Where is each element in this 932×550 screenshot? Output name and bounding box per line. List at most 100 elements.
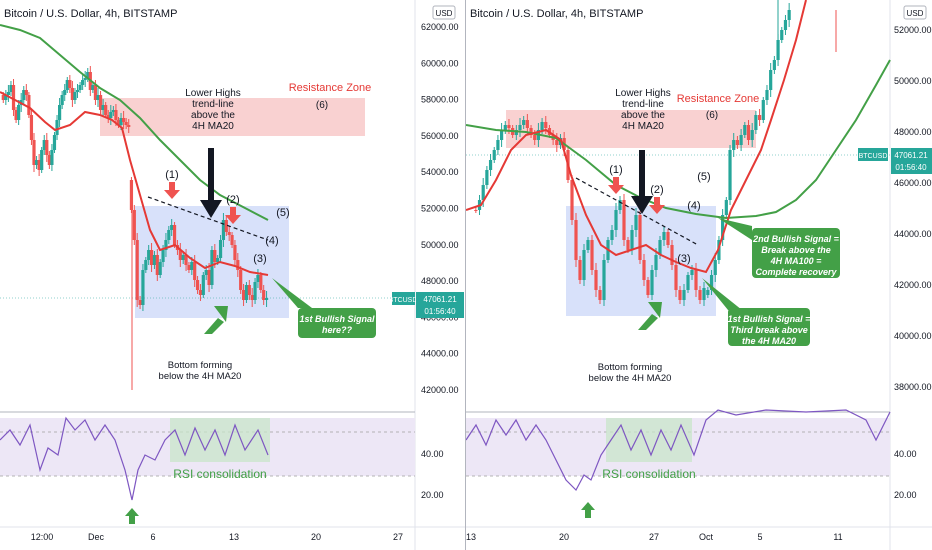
candle-body bbox=[152, 255, 157, 265]
candle-body bbox=[658, 240, 662, 255]
rsi-up-arrow-head bbox=[581, 502, 595, 510]
rsi-line bbox=[466, 409, 891, 491]
candle-body bbox=[127, 125, 131, 127]
candle-body bbox=[750, 130, 754, 140]
bottom-label: Bottom forming bbox=[168, 360, 232, 371]
candle-body bbox=[60, 95, 64, 105]
price-tag-bg bbox=[891, 148, 932, 174]
resistance-zone bbox=[100, 98, 365, 136]
candle-body bbox=[132, 210, 136, 240]
bullish-callout-1-box bbox=[298, 308, 376, 338]
time-tick-label: 20 bbox=[311, 532, 321, 542]
candle-body bbox=[586, 240, 590, 250]
candle-body bbox=[638, 215, 642, 260]
label-1: (1) bbox=[165, 169, 178, 181]
left-chart-svg[interactable]: 62000.00 60000.00 58000.00 56000.00 54000.00… bbox=[0, 0, 465, 550]
candle-body bbox=[570, 180, 574, 220]
red-arrow-1-head bbox=[608, 185, 624, 194]
candle-body bbox=[783, 20, 788, 30]
candle-body bbox=[124, 122, 128, 125]
candle-body bbox=[529, 128, 533, 135]
candle-body bbox=[187, 265, 191, 270]
right-chart-panel[interactable]: 52000.00 50000.00 48000.00 46000.00 44000.00… bbox=[466, 0, 932, 550]
price-tick-label: 38000.00 bbox=[894, 382, 932, 392]
candle-body bbox=[233, 245, 237, 260]
candle-body bbox=[713, 260, 717, 275]
resistance-zone-label: Resistance Zone bbox=[677, 93, 760, 105]
candle-body bbox=[474, 210, 478, 211]
price-tick-label: 44000.00 bbox=[894, 229, 932, 239]
candle-body bbox=[114, 110, 118, 120]
candle-body bbox=[22, 90, 26, 100]
label-3: (3) bbox=[253, 253, 266, 265]
candle-body bbox=[650, 270, 654, 295]
lower-highs-label: Lower Highs bbox=[615, 88, 671, 99]
candle-body bbox=[578, 260, 582, 280]
green-diag-arrow-shaft bbox=[204, 318, 224, 334]
candle-body bbox=[654, 255, 658, 270]
candle-body bbox=[262, 290, 266, 300]
label-5: (5) bbox=[697, 171, 710, 183]
price-tag-value: 47061.21 bbox=[894, 151, 928, 160]
candle-body bbox=[193, 262, 197, 280]
candle-body bbox=[488, 160, 493, 170]
time-tick-label: 11 bbox=[833, 532, 842, 542]
candle-body bbox=[47, 155, 51, 165]
right-chart-svg[interactable]: 52000.00 50000.00 48000.00 46000.00 44000.00… bbox=[466, 0, 932, 550]
time-tick-label: Oct bbox=[699, 532, 714, 542]
candle-body bbox=[172, 225, 177, 245]
rsi-tick-label: 40.00 bbox=[421, 449, 444, 459]
candle-body bbox=[167, 230, 171, 240]
rsi-tick-label: 20.00 bbox=[894, 490, 917, 500]
left-chart-panel[interactable]: 62000.00 60000.00 58000.00 56000.00 54000.00… bbox=[0, 0, 465, 550]
candle-body bbox=[496, 140, 500, 150]
candle-body bbox=[622, 200, 626, 240]
candle-body bbox=[594, 270, 598, 290]
bullish-callout-1-text: Third break above bbox=[730, 325, 808, 335]
lower-highs-label: Lower Highs bbox=[185, 88, 241, 99]
candle-body bbox=[602, 260, 606, 300]
rsi-consolidation-label: RSI consolidation bbox=[602, 467, 695, 481]
candle-body bbox=[264, 298, 269, 300]
candle-body bbox=[6, 92, 10, 95]
candle-body bbox=[119, 118, 123, 125]
candle-body bbox=[503, 125, 507, 130]
candle-body bbox=[55, 120, 59, 135]
price-tick-label: 54000.00 bbox=[421, 167, 459, 177]
candle-body bbox=[698, 290, 702, 300]
candle-body bbox=[63, 90, 67, 95]
candle-body bbox=[481, 185, 485, 200]
green-diag-arrow-head bbox=[648, 302, 662, 318]
currency-label: USD bbox=[436, 9, 453, 18]
candle-body bbox=[787, 10, 791, 20]
time-tick-label: 12:00 bbox=[31, 532, 54, 542]
lower-highs-trendline bbox=[147, 196, 269, 241]
candle-body bbox=[709, 275, 714, 290]
rsi-up-arrow-shaft bbox=[129, 516, 135, 524]
rsi-consolidation-label: RSI consolidation bbox=[173, 467, 266, 481]
bullish-callout-1-text: 1st Bullish Signal bbox=[299, 314, 375, 324]
candle-body bbox=[739, 135, 743, 145]
price-tag-symbol: BTCUSD bbox=[859, 153, 888, 160]
bullish-callout-1-text: the 4H MA20 bbox=[742, 336, 796, 346]
candle-body bbox=[45, 140, 49, 155]
candle-body bbox=[670, 245, 674, 265]
lower-highs-label: above the bbox=[621, 110, 665, 121]
bullish-callout-1-pointer bbox=[702, 278, 742, 310]
candle-body bbox=[161, 250, 165, 262]
label-2: (2) bbox=[226, 194, 239, 206]
candle-body bbox=[224, 220, 228, 232]
candle-body bbox=[256, 275, 260, 282]
panel-divider[interactable] bbox=[465, 0, 466, 550]
rsi-up-arrow-head bbox=[125, 508, 139, 516]
candle-body bbox=[141, 270, 145, 305]
candle-body bbox=[642, 260, 646, 280]
candle-body bbox=[24, 90, 28, 95]
candle-body bbox=[65, 80, 69, 90]
price-tick-label: 60000.00 bbox=[421, 58, 459, 68]
candle-body bbox=[724, 200, 728, 215]
candle-body bbox=[757, 115, 762, 120]
candle-body bbox=[164, 240, 168, 250]
candle-body bbox=[122, 118, 126, 122]
lower-highs-label: above the bbox=[191, 110, 235, 121]
